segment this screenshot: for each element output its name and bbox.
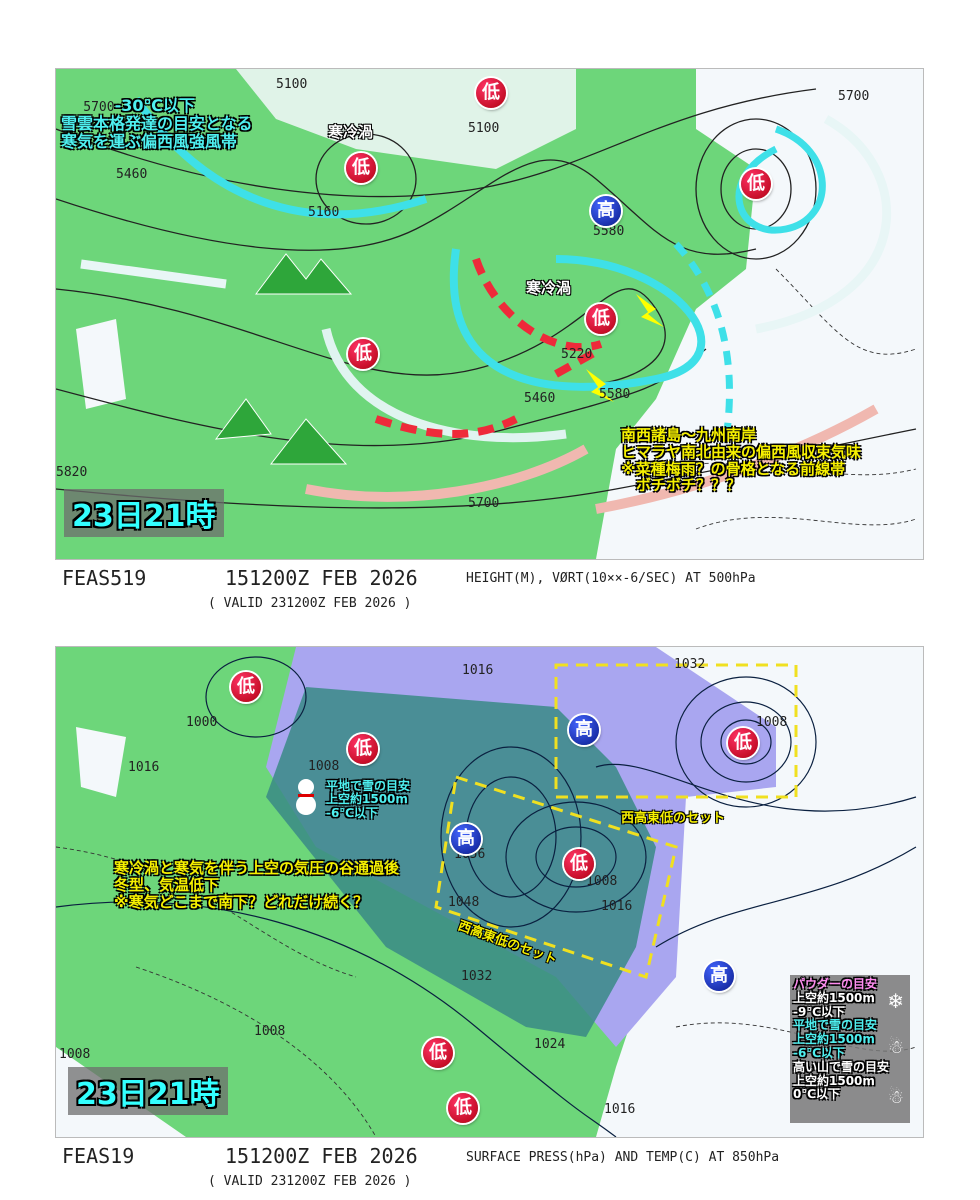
contour-label: 5460 [116, 167, 148, 182]
contour-label: 5700 [838, 89, 870, 104]
field-description: HEIGHT(M), VØRT(10××-6/SEC) AT 500hPa [466, 571, 756, 586]
trough-passage-note: 寒冷渦と寒気を伴う上空の気圧の谷通過後 冬型、気温低下 ※寒気どこまで南下？どれ… [114, 859, 400, 911]
westerly-arrow [80, 259, 227, 289]
legend-mountain-title: 高い山で雪の目安 [793, 1059, 890, 1074]
run-time: 151200Z FEB 2026 [225, 1144, 418, 1168]
surface-map-graphics [56, 647, 917, 1137]
high-pressure-symbol: 高 [704, 961, 734, 991]
trough-dashed-line [673, 241, 733, 440]
cold-vortex-label: 寒冷渦 [526, 279, 572, 297]
low-pressure-symbol: 低 [423, 1038, 453, 1068]
cold-air-zone [266, 687, 656, 1037]
cold-vortex-label: 寒冷渦 [328, 123, 374, 141]
contour-label: 5460 [524, 391, 556, 406]
isobar-label: 1000 [186, 715, 218, 730]
low-pressure-symbol: 低 [448, 1093, 478, 1123]
low-pressure-symbol: 低 [728, 728, 758, 758]
legend-flatland-body: 上空約1500m -6℃以下 [793, 1032, 875, 1060]
surface-850hpa-map: 1016 1000 1016 1008 1056 1048 1008 1016 … [55, 646, 924, 1138]
snow-threshold-legend: パウダーの目安 上空約1500m -9℃以下 平地で雪の目安 上空約1500m … [790, 975, 910, 1123]
westerly-arrow [755, 115, 891, 334]
vorticity-contours [655, 268, 917, 530]
westerly-arrow [321, 328, 567, 443]
low-pressure-symbol: 低 [564, 849, 594, 879]
isobar-label: 1032 [461, 969, 493, 984]
legend-mountain-body: 上空約1500m 0℃以下 [793, 1073, 875, 1102]
contour-label: 5220 [561, 347, 593, 362]
valid-time-stamp: 23日21時 [64, 489, 224, 537]
low-pressure-symbol: 低 [586, 304, 616, 334]
low-pressure-symbol: 低 [348, 339, 378, 369]
valid-time: ( VALID 231200Z FEB 2026 ) [208, 1174, 412, 1189]
isobar-label: 1016 [601, 899, 633, 914]
cold-front-dashed [374, 257, 603, 438]
contour-label: 5160 [308, 205, 340, 220]
isobar-label: 1016 [604, 1102, 636, 1117]
warm-flow-arrow [305, 444, 589, 502]
legend-powder-body: 上空約1500m -9℃以下 [793, 990, 875, 1019]
low-pressure-symbol: 低 [231, 672, 261, 702]
low-pressure-symbol: 低 [346, 153, 376, 183]
upper-map-graphics [56, 69, 917, 559]
chart-code: FEAS19 [62, 1144, 135, 1168]
lightning-icon [636, 294, 664, 327]
snowman-icon: ☃ [887, 1037, 904, 1058]
upper-air-500hpa-map: 5100 5100 5700 5460 5160 5580 5220 5460 … [55, 68, 924, 560]
warm-flow-arrow [595, 404, 879, 514]
pressure-pattern-label: 西高東低のセット [621, 811, 726, 826]
pressure-pattern-box [434, 775, 678, 979]
contour-label: 5580 [593, 224, 625, 239]
low-pressure-symbol: 低 [476, 78, 506, 108]
isobar-label: 1016 [128, 760, 160, 775]
contour-label: 5100 [468, 121, 500, 136]
jet-stream-note: -30℃以下 雪雲本格発達の目安となる 寒気を運ぶ偏西風強風帯 [61, 95, 253, 152]
isobar-label: 1024 [534, 1037, 566, 1052]
high-pressure-symbol: 高 [569, 715, 599, 745]
low-pressure-symbol: 低 [741, 169, 771, 199]
isobar-label: 1008 [59, 1047, 91, 1062]
snow-threshold-note: 平地で雪の目安 上空約1500m -6℃以下 [326, 779, 411, 820]
isobar-label: 1008 [308, 759, 340, 774]
low-pressure-symbol: 低 [348, 734, 378, 764]
jet-stream-arrow [450, 248, 706, 391]
field-description: SURFACE PRESS(hPa) AND TEMP(C) AT 850hPa [466, 1150, 780, 1165]
lightning-icon [586, 369, 614, 402]
legend-powder-title: パウダーの目安 [793, 977, 878, 991]
isobar-label: 1008 [254, 1024, 286, 1039]
valid-time: ( VALID 231200Z FEB 2026 ) [208, 596, 412, 611]
mountain-snowman-icon: ☃ [887, 1087, 904, 1108]
isobar-label: 1016 [462, 663, 494, 678]
snowflake-icon: ❄ [887, 989, 904, 1013]
isobar-label: 1032 [674, 657, 706, 672]
island [76, 319, 126, 409]
legend-flatland-title: 平地で雪の目安 [793, 1018, 878, 1033]
jet-stream-arrow [132, 96, 428, 219]
snowman-icon [296, 779, 316, 815]
mountain-icon [214, 253, 353, 465]
front-zone-note: 南西諸島～九州南岸 ヒマラヤ南北由来の偏西風収束気味 ※菜種梅雨？の骨格となる前… [621, 426, 862, 495]
contour-label: 5100 [276, 77, 308, 92]
contour-label: 5700 [83, 99, 115, 115]
chart-code: FEAS519 [62, 566, 147, 590]
contour-label: 5820 [56, 465, 88, 480]
isobar-label: 1008 [586, 874, 618, 889]
run-time: 151200Z FEB 2026 [225, 566, 418, 590]
valid-time-stamp: 23日21時 [68, 1067, 228, 1115]
contour-label: 5700 [468, 496, 500, 511]
high-pressure-symbol: 高 [451, 824, 481, 854]
isobar-label: 1048 [448, 895, 480, 910]
high-pressure-symbol: 高 [591, 196, 621, 226]
contour-label: 5580 [599, 387, 631, 402]
pressure-pattern-box [554, 663, 798, 799]
island [76, 727, 126, 797]
isobar-label: 1008 [756, 715, 788, 730]
